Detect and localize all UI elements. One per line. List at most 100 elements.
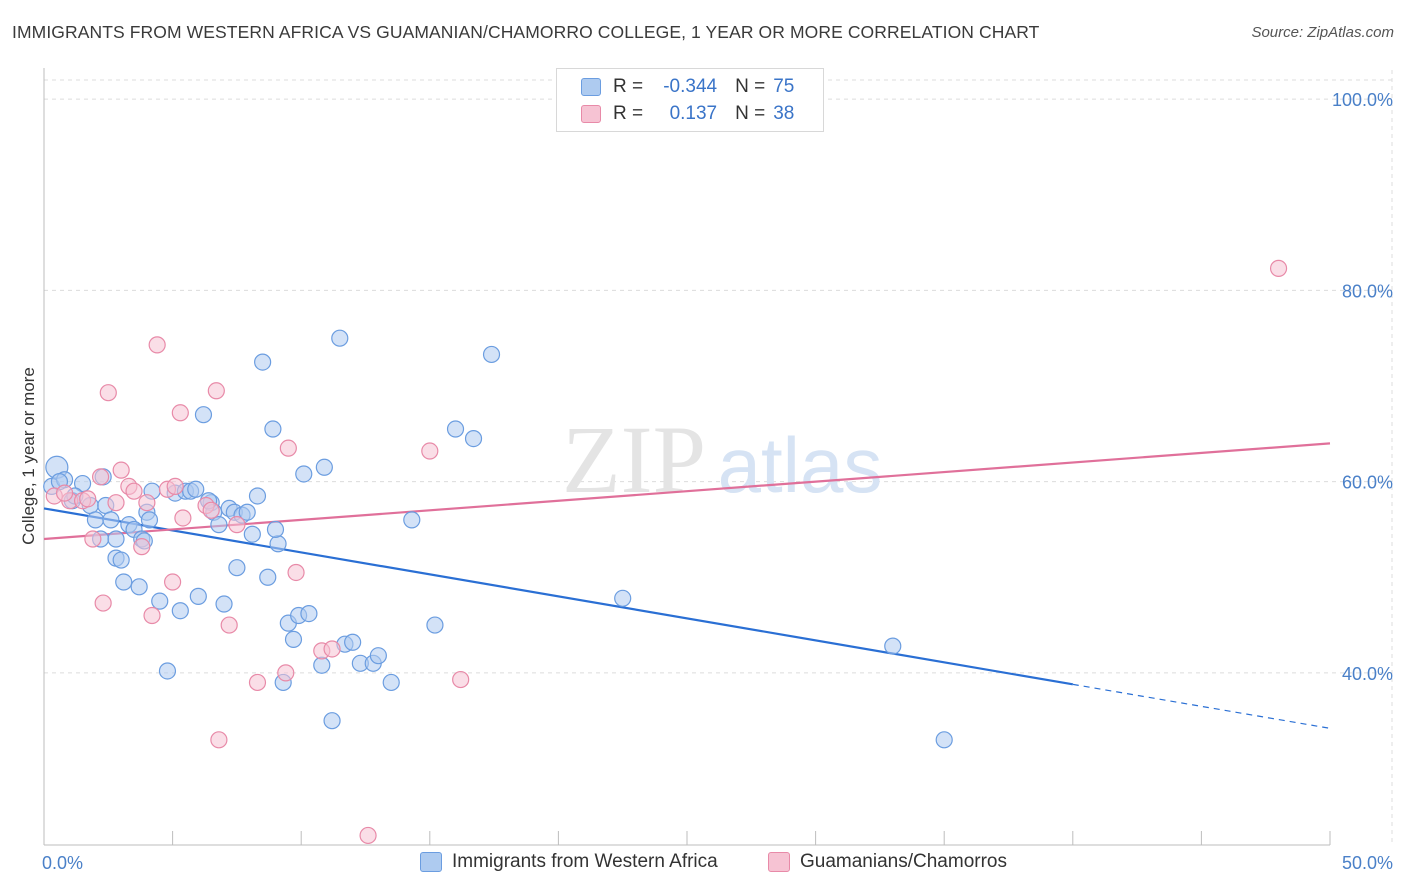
data-point-western-africa — [248, 487, 267, 505]
data-point-guamanian — [107, 494, 125, 512]
data-point-guamanian — [171, 404, 189, 422]
data-point-western-africa — [464, 429, 483, 448]
watermark-zip: ZIP — [562, 406, 706, 513]
legend-r-label: R = — [613, 103, 644, 124]
data-point-western-africa — [140, 511, 159, 529]
data-point-guamanian — [287, 563, 305, 582]
legend-row-guamanian: R = 0.137 N = 38 — [581, 101, 794, 127]
watermark-atlas: atlas — [718, 421, 883, 509]
data-point-guamanian — [248, 673, 267, 692]
correlation-legend: R = -0.344 N = 75 R = 0.137 N = 38 — [556, 68, 824, 132]
y-axis-label: College, 1 year or more — [19, 367, 38, 545]
data-point-western-africa — [331, 329, 349, 347]
y-tick-label: 40.0% — [1342, 664, 1393, 684]
data-point-western-africa — [300, 604, 318, 623]
data-point-western-africa — [187, 480, 205, 498]
legend-n-label: N = — [735, 103, 766, 124]
legend-n-label: N = — [735, 76, 766, 97]
data-point-guamanian — [164, 573, 182, 591]
legend-r-value: -0.344 — [663, 76, 718, 97]
legend-label-guamanian: Guamanians/Chamorros — [800, 851, 1007, 872]
data-point-guamanian — [359, 826, 377, 845]
data-point-western-africa — [614, 589, 632, 607]
axes — [43, 68, 1331, 846]
data-point-guamanian — [421, 442, 439, 460]
data-point-western-africa — [112, 551, 130, 569]
data-point-guamanian — [143, 606, 161, 625]
data-point-western-africa — [382, 673, 400, 692]
data-point-western-africa — [73, 474, 92, 493]
data-point-western-africa — [151, 592, 169, 610]
data-point-western-africa — [189, 587, 207, 605]
data-point-guamanian — [279, 439, 297, 457]
legend-n-value: 75 — [773, 76, 795, 97]
data-point-western-africa — [482, 345, 501, 364]
legend-swatch-pink — [768, 852, 790, 872]
legend-swatch-blue — [420, 852, 442, 872]
data-point-western-africa — [158, 662, 177, 680]
data-point-western-africa — [313, 656, 331, 674]
data-point-guamanian — [94, 594, 112, 612]
data-point-western-africa — [210, 516, 228, 534]
series-guamanian-points — [45, 259, 1288, 845]
series-legend: Immigrants from Western Africa Guamanian… — [0, 851, 1406, 877]
trend-line-western-africa-extension — [1072, 683, 1331, 729]
data-point-western-africa — [935, 731, 953, 749]
data-point-guamanian — [1269, 259, 1288, 277]
data-point-western-africa — [107, 530, 125, 548]
data-point-western-africa — [115, 573, 133, 591]
data-point-western-africa — [315, 458, 333, 476]
data-point-western-africa — [344, 633, 362, 651]
data-point-guamanian — [84, 530, 102, 548]
data-point-guamanian — [133, 538, 151, 556]
chart-title: IMMIGRANTS FROM WESTERN AFRICA VS GUAMAN… — [12, 22, 1040, 42]
data-point-guamanian — [174, 509, 192, 527]
data-point-western-africa — [254, 353, 272, 371]
gridlines — [44, 70, 1393, 845]
data-point-guamanian — [228, 516, 246, 534]
data-point-western-africa — [266, 520, 285, 539]
data-point-guamanian — [166, 477, 184, 496]
data-point-guamanian — [210, 731, 228, 749]
data-point-guamanian — [323, 640, 341, 658]
y-tick-label: 100.0% — [1332, 90, 1393, 110]
legend-swatch-pink — [581, 105, 601, 123]
data-point-guamanian — [79, 490, 97, 508]
data-point-western-africa — [264, 420, 282, 438]
data-point-western-africa — [295, 465, 313, 483]
data-point-guamanian — [138, 494, 156, 512]
data-point-western-africa — [238, 503, 256, 521]
data-point-western-africa — [243, 525, 261, 543]
data-point-western-africa — [130, 578, 148, 596]
data-point-guamanian — [277, 664, 295, 682]
data-point-western-africa — [884, 637, 902, 655]
data-point-guamanian — [148, 336, 166, 354]
data-point-guamanian — [112, 461, 130, 479]
y-tick-label: 80.0% — [1342, 281, 1393, 301]
legend-row-western-africa: R = -0.344 N = 75 — [581, 74, 794, 100]
data-point-western-africa — [426, 616, 444, 634]
data-point-western-africa — [446, 420, 465, 438]
data-point-western-africa — [171, 602, 189, 620]
series-western-africa-points — [43, 329, 953, 749]
data-point-western-africa — [259, 568, 277, 586]
data-point-western-africa — [86, 511, 105, 529]
data-point-guamanian — [91, 468, 110, 486]
data-point-western-africa — [215, 595, 233, 613]
legend-n-value: 38 — [773, 103, 795, 124]
data-point-western-africa — [369, 647, 387, 665]
watermark: ZIP atlas — [562, 406, 882, 513]
legend-item-western-africa: Immigrants from Western Africa — [420, 851, 718, 873]
data-point-guamanian — [207, 382, 225, 400]
data-point-guamanian — [202, 501, 220, 519]
trend-line-guamanian — [43, 442, 1331, 541]
x-tick-label: 50.0% — [1342, 853, 1393, 873]
trend-line-western-africa — [43, 507, 1073, 686]
data-point-guamanian — [125, 482, 143, 500]
y-tick-label: 60.0% — [1342, 473, 1393, 493]
data-point-western-africa — [323, 712, 341, 730]
tick-labels: 40.0% 60.0% 80.0% 100.0% 0.0% 50.0% — [42, 90, 1393, 873]
data-point-western-africa — [284, 630, 303, 649]
data-point-western-africa — [194, 406, 213, 424]
